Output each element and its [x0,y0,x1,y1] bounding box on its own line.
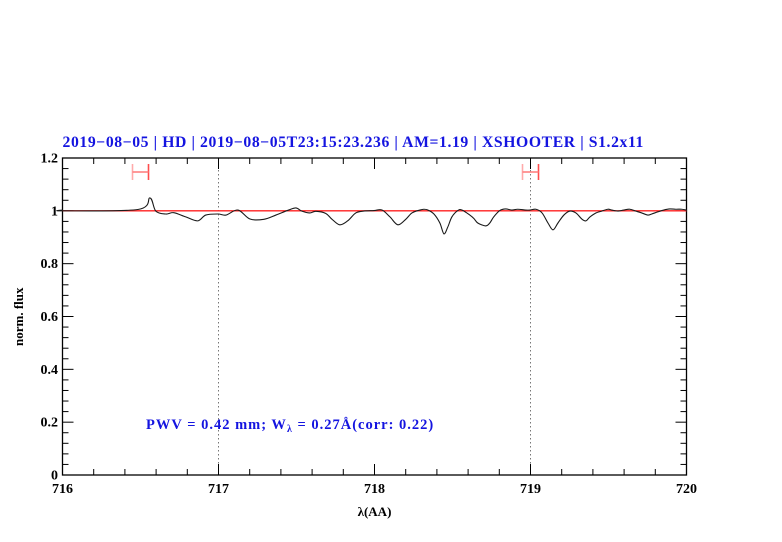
svg-text:1: 1 [51,204,58,219]
svg-text:1.2: 1.2 [41,152,59,167]
svg-text:0.4: 0.4 [41,363,59,378]
svg-text:2019−08−05 | HD | 2019: 2019−08−05 | HD | 2019−08−05T23:15:23.23… [63,134,644,151]
svg-text:718: 718 [364,482,385,497]
svg-text:0.8: 0.8 [41,257,59,272]
svg-text:717: 717 [208,482,229,497]
svg-text:720: 720 [676,482,697,497]
svg-text:0.6: 0.6 [41,310,59,325]
svg-text:PWV = 0.42 mm; Wλ =: PWV = 0.42 mm; Wλ = 0.27Å(corr: 0.22) [146,417,434,435]
svg-text:719: 719 [520,482,541,497]
svg-text:0.2: 0.2 [41,416,59,431]
svg-text:λ(AA): λ(AA) [358,504,392,519]
svg-text:716: 716 [52,482,73,497]
